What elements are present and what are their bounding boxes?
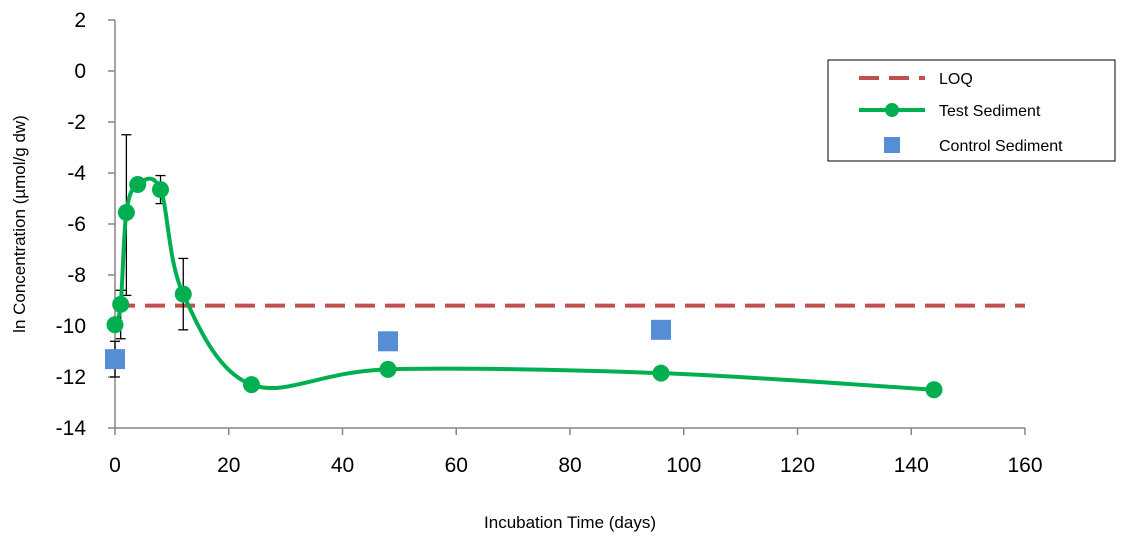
legend: LOQ Test Sediment Control Sediment (827, 59, 1116, 162)
x-axis-title: Incubation Time (days) (484, 513, 656, 532)
x-tick-label: 0 (109, 454, 121, 477)
test-sediment-point (117, 204, 135, 222)
legend-test-swatch-marker (885, 103, 899, 117)
x-tick-label: 40 (331, 454, 354, 477)
test-sediment-point (243, 376, 260, 394)
test-sediment-point (925, 381, 943, 399)
control-sediment-point (651, 319, 671, 340)
y-tick-label: -12 (56, 366, 86, 389)
x-tick-label: 160 (1007, 454, 1042, 477)
test-sediment-point (174, 285, 192, 303)
y-tick-label: -6 (67, 213, 86, 236)
y-tick-label: 2 (74, 9, 86, 32)
y-tick-label: -8 (67, 264, 86, 287)
control-sediment-point (378, 331, 398, 352)
x-tick-label: 80 (558, 454, 581, 477)
legend-control-label: Control Sediment (939, 138, 1063, 155)
legend-test-label: Test Sediment (939, 103, 1041, 120)
legend-loq-label: LOQ (939, 71, 973, 88)
series-layer (105, 134, 1025, 399)
y-axis-title: ln Concentration (µmol/g dw) (10, 115, 29, 333)
x-tick-label: 140 (894, 454, 929, 477)
test-sediment-line (113, 176, 935, 392)
test-sediment-point (152, 181, 169, 199)
test-sediment-point (652, 364, 670, 382)
test-sediment-point (129, 175, 147, 193)
x-tick-label: 60 (445, 454, 468, 477)
control-sediment-point (105, 349, 125, 370)
x-tick-label: 120 (780, 454, 815, 477)
x-tick-label: 20 (217, 454, 240, 477)
y-tick-label: -10 (56, 315, 86, 338)
test-sediment-point (112, 295, 130, 313)
x-tick-label: 100 (666, 454, 701, 477)
y-tick-label: -14 (56, 417, 87, 440)
y-tick-label: 0 (74, 60, 86, 83)
legend-control-swatch (884, 137, 900, 153)
y-tick-label: -4 (67, 162, 86, 185)
test-sediment-point (379, 360, 397, 378)
test-sediment-point (106, 316, 124, 334)
y-tick-label: -2 (67, 111, 86, 134)
